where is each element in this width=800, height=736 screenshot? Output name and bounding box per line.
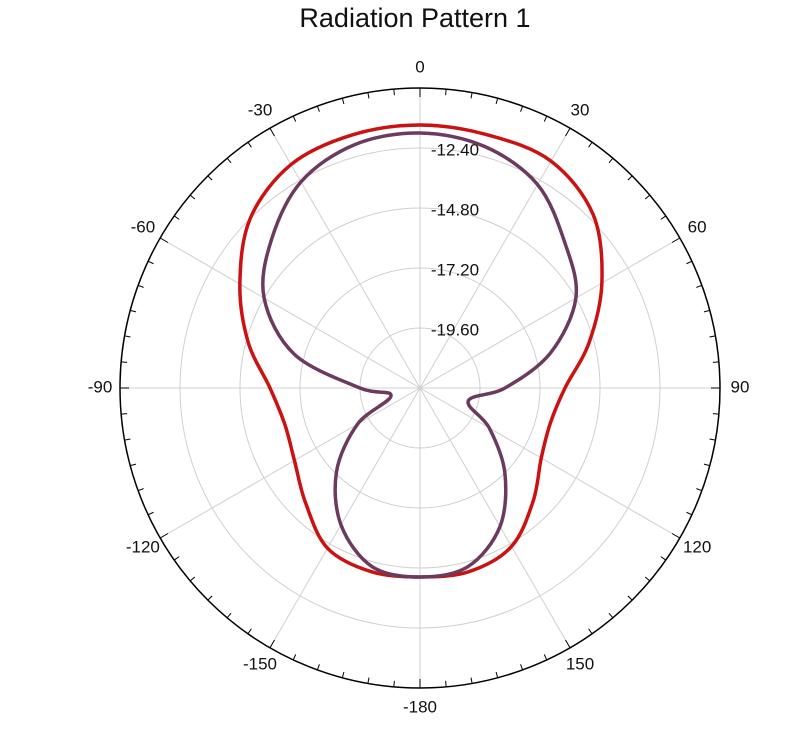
minor-tick bbox=[703, 463, 710, 467]
minor-tick bbox=[588, 628, 593, 635]
minor-tick bbox=[627, 175, 633, 181]
minor-tick bbox=[173, 215, 180, 220]
minor-tick bbox=[608, 157, 614, 164]
minor-tick bbox=[660, 215, 667, 220]
theta-tick-label: 120 bbox=[683, 537, 711, 556]
minor-tick bbox=[121, 361, 128, 363]
theta-tick-label: -30 bbox=[248, 100, 273, 119]
minor-tick bbox=[130, 309, 137, 313]
minor-tick bbox=[686, 260, 693, 265]
grid-spoke bbox=[159, 387, 421, 539]
theta-tick-label: 0 bbox=[415, 57, 424, 76]
minor-tick bbox=[470, 677, 473, 684]
minor-tick bbox=[124, 438, 131, 441]
minor-tick bbox=[159, 533, 169, 539]
minor-tick bbox=[709, 438, 716, 441]
minor-tick bbox=[292, 654, 297, 661]
grid-spoke bbox=[269, 127, 421, 389]
minor-tick bbox=[495, 671, 499, 678]
minor-tick bbox=[696, 284, 703, 288]
r-tick-label: -19.60 bbox=[431, 320, 479, 339]
theta-tick-label: -90 bbox=[88, 377, 113, 396]
minor-tick bbox=[247, 628, 252, 635]
minor-tick bbox=[137, 488, 144, 492]
r-tick-label: -14.80 bbox=[431, 200, 479, 219]
minor-tick bbox=[367, 677, 370, 684]
theta-tick-label: 30 bbox=[571, 100, 590, 119]
minor-tick bbox=[226, 157, 232, 164]
minor-tick bbox=[543, 115, 548, 122]
minor-tick bbox=[565, 127, 571, 137]
minor-tick bbox=[627, 595, 633, 601]
chart-title: Radiation Pattern 1 bbox=[299, 3, 530, 33]
minor-tick bbox=[520, 105, 524, 112]
minor-tick bbox=[124, 335, 131, 338]
minor-tick bbox=[121, 413, 128, 415]
minor-tick bbox=[712, 413, 719, 415]
minor-tick bbox=[393, 680, 395, 687]
minor-tick bbox=[269, 639, 275, 649]
theta-tick-label: -60 bbox=[131, 217, 156, 236]
minor-tick bbox=[173, 556, 180, 561]
minor-tick bbox=[495, 98, 499, 105]
minor-tick bbox=[712, 361, 719, 363]
minor-tick bbox=[316, 105, 320, 112]
minor-tick bbox=[226, 612, 232, 619]
minor-tick bbox=[644, 576, 651, 582]
theta-tick-label: 60 bbox=[688, 217, 707, 236]
minor-tick bbox=[316, 664, 320, 671]
minor-tick bbox=[608, 612, 614, 619]
minor-tick bbox=[367, 92, 370, 99]
minor-tick bbox=[189, 576, 196, 582]
r-tick-label: -17.20 bbox=[431, 260, 479, 279]
theta-tick-label: 150 bbox=[566, 655, 594, 674]
minor-tick bbox=[703, 309, 710, 313]
theta-tick-label: -150 bbox=[243, 655, 277, 674]
pattern-line bbox=[238, 123, 604, 579]
theta-tick-label: -180 bbox=[403, 697, 437, 716]
minor-tick bbox=[445, 680, 447, 687]
minor-tick bbox=[147, 260, 154, 265]
minor-tick bbox=[686, 511, 693, 516]
grid-spoke bbox=[419, 387, 571, 649]
minor-tick bbox=[445, 89, 447, 96]
minor-tick bbox=[189, 194, 196, 200]
minor-tick bbox=[520, 664, 524, 671]
grid-spoke bbox=[269, 387, 421, 649]
grid-spoke bbox=[419, 127, 571, 389]
minor-tick bbox=[159, 237, 169, 243]
grid-spoke bbox=[159, 237, 421, 389]
minor-tick bbox=[671, 237, 681, 243]
theta-tick-label: 90 bbox=[731, 377, 750, 396]
grid-spoke bbox=[419, 237, 681, 389]
grid-spoke bbox=[419, 387, 681, 539]
minor-tick bbox=[671, 533, 681, 539]
minor-tick bbox=[709, 335, 716, 338]
minor-tick bbox=[147, 511, 154, 516]
minor-tick bbox=[696, 488, 703, 492]
minor-tick bbox=[207, 175, 213, 181]
minor-tick bbox=[130, 463, 137, 467]
minor-tick bbox=[341, 98, 345, 105]
r-tick-label: -12.40 bbox=[431, 140, 479, 159]
minor-tick bbox=[660, 556, 667, 561]
minor-tick bbox=[543, 654, 548, 661]
theta-tick-label: -120 bbox=[126, 537, 160, 556]
minor-tick bbox=[470, 92, 473, 99]
minor-tick bbox=[588, 141, 593, 148]
minor-tick bbox=[393, 89, 395, 96]
minor-tick bbox=[269, 127, 275, 137]
minor-tick bbox=[247, 141, 252, 148]
minor-tick bbox=[137, 284, 144, 288]
minor-tick bbox=[207, 595, 213, 601]
pattern-line bbox=[261, 131, 579, 579]
minor-tick bbox=[292, 115, 297, 122]
minor-tick bbox=[644, 194, 651, 200]
minor-tick bbox=[341, 671, 345, 678]
minor-tick bbox=[565, 639, 571, 649]
outer-circle bbox=[119, 87, 721, 689]
